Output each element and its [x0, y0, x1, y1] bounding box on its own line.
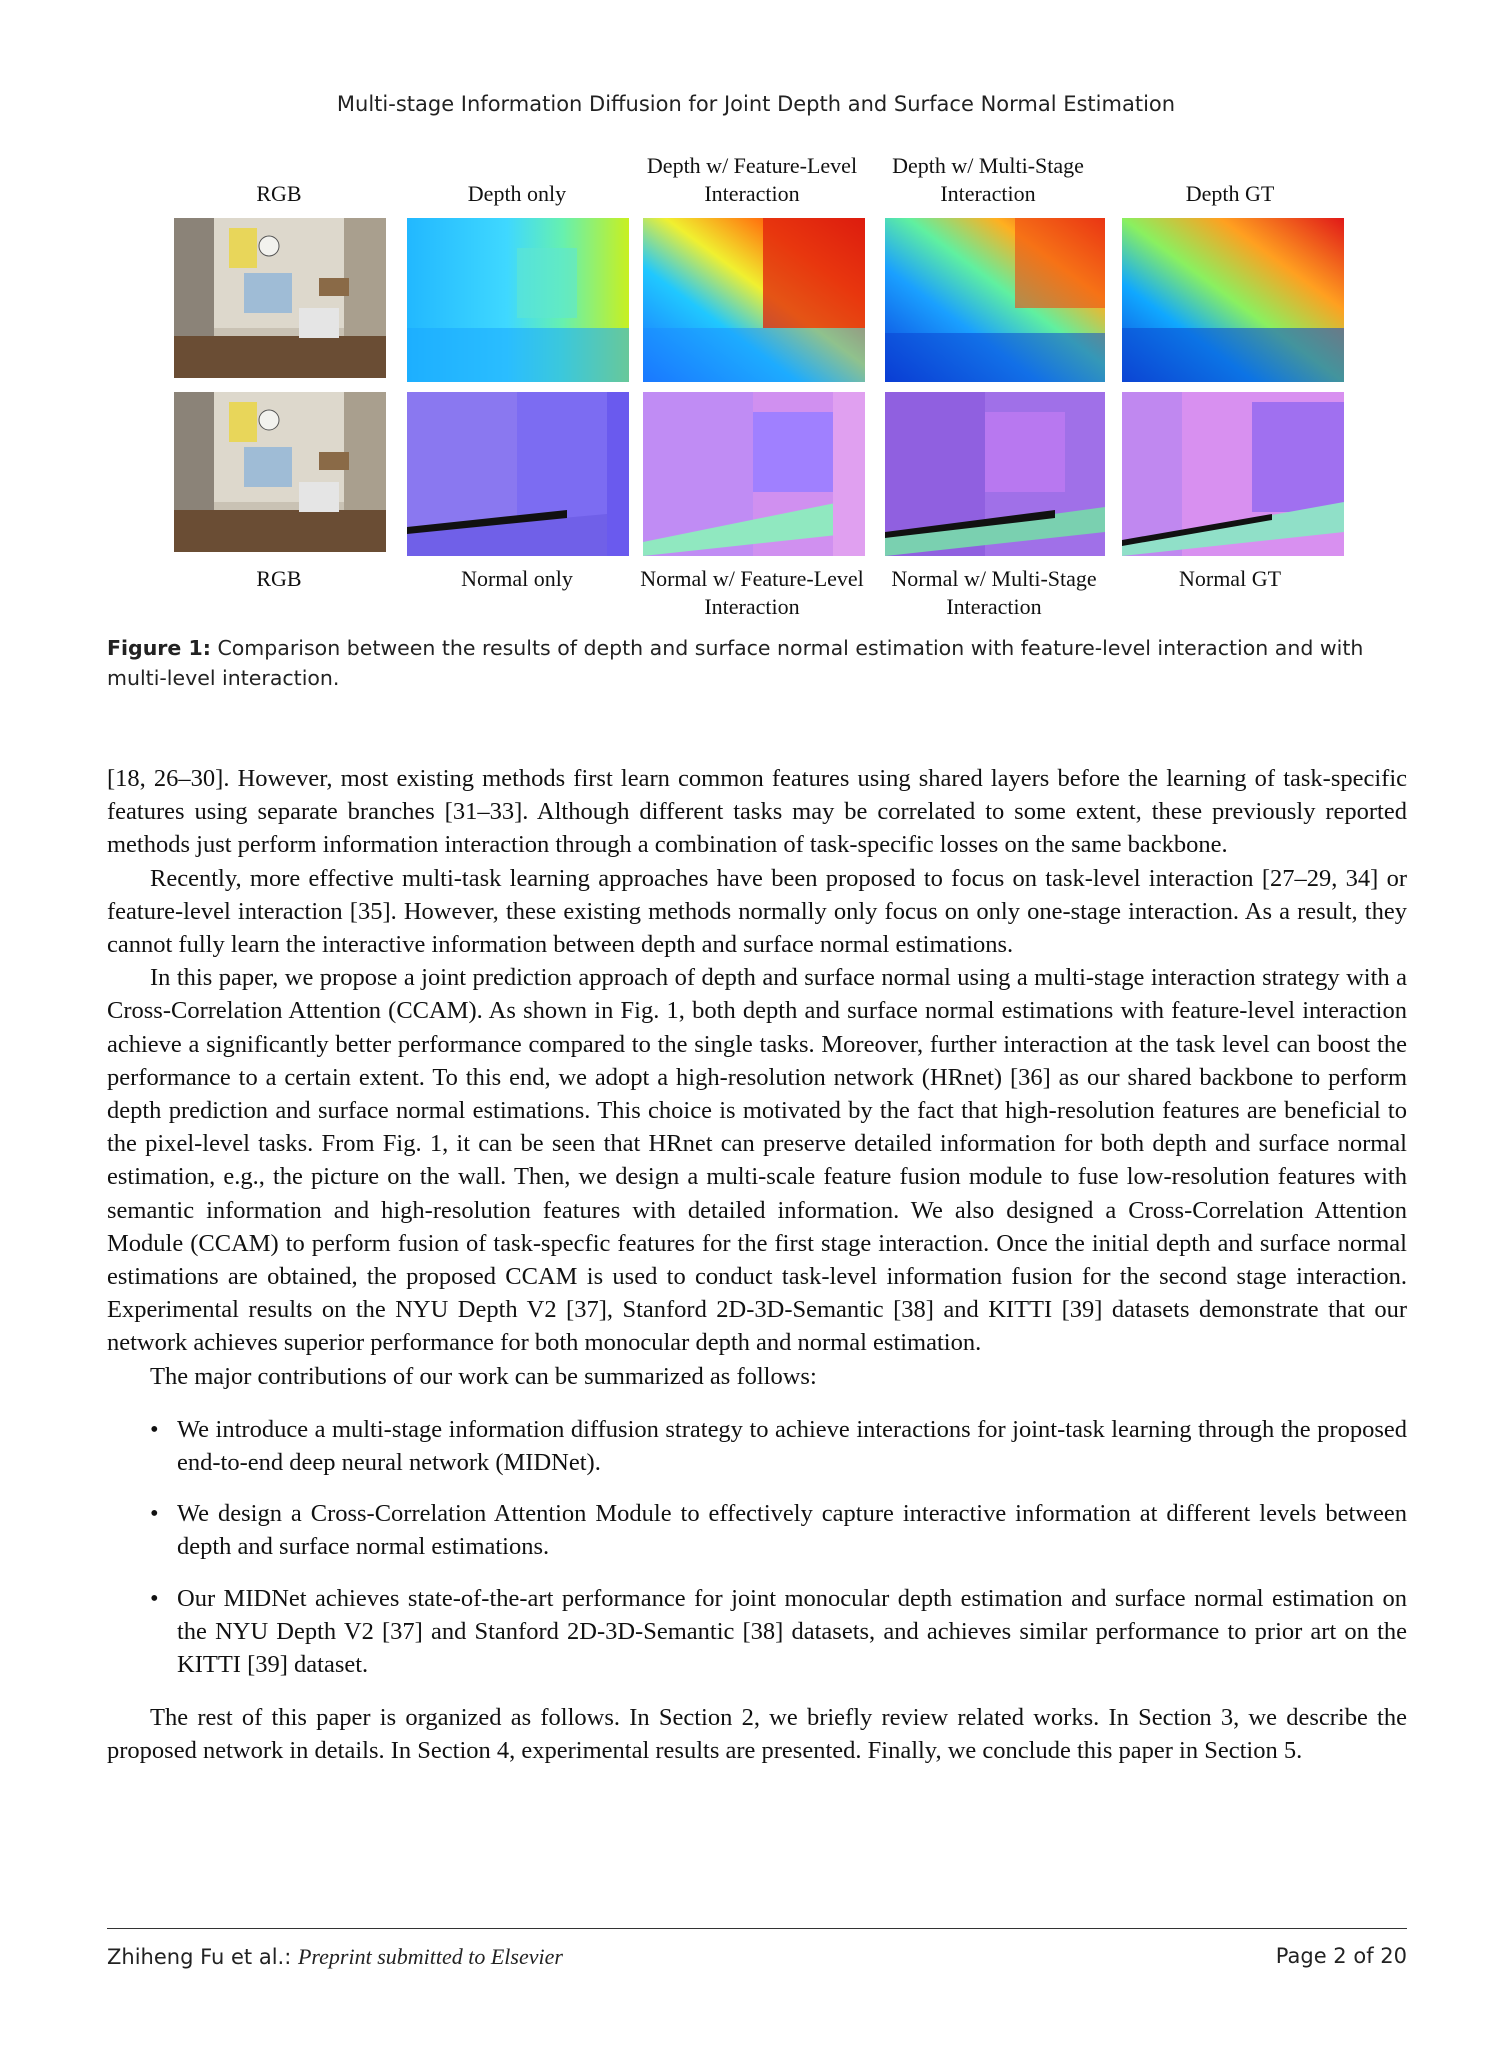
- label-normal-only: Normal only: [461, 566, 573, 591]
- figure-caption-text: Comparison between the results of depth …: [107, 636, 1364, 690]
- bullet-icon: •: [150, 1584, 159, 1612]
- list-item: • We design a Cross-Correlation Attention…: [107, 1497, 1407, 1563]
- depth-feature-level-map: [643, 218, 865, 382]
- paragraph-4: The major contributions of our work can …: [150, 1362, 817, 1390]
- figure-caption: Figure 1: Comparison between the results…: [107, 633, 1407, 693]
- bullet-icon: •: [150, 1415, 159, 1443]
- label-depth-feature-level: Depth w/ Feature-Level Interaction: [646, 153, 858, 206]
- normal-feature-level-map: [643, 392, 865, 556]
- label-depth-gt: Depth GT: [1185, 181, 1275, 206]
- footer-authors: Zhiheng Fu et al.:: [107, 1945, 292, 1969]
- paragraph-1: [18, 26–30]. However, most existing meth…: [107, 765, 1407, 859]
- normal-only-map: [407, 392, 629, 556]
- rgb-image-top: [174, 218, 386, 378]
- figure-caption-label: Figure 1:: [107, 636, 211, 660]
- label-rgb-top: RGB: [256, 181, 302, 206]
- list-item-text: Our MIDNet achieves state-of-the-art per…: [177, 1584, 1407, 1679]
- bullet-icon: •: [150, 1500, 159, 1528]
- running-title: Multi-stage Information Diffusion for Jo…: [336, 92, 1176, 116]
- paragraph-5: The rest of this paper is organized as f…: [107, 1704, 1407, 1765]
- depth-gt-map: [1122, 218, 1344, 382]
- body-text: [18, 26–30]. However, most existing meth…: [107, 762, 1407, 1768]
- label-normal-feature-level: Normal w/ Feature-Level Interaction: [640, 566, 864, 619]
- normal-multi-stage-map: [885, 392, 1105, 556]
- footer-left: Zhiheng Fu et al.: Preprint submitted to…: [107, 1944, 563, 1970]
- footer-rule: [107, 1928, 1407, 1929]
- normal-gt-map: [1122, 392, 1344, 556]
- label-depth-only: Depth only: [467, 181, 567, 206]
- page-number: Page 2 of 20: [1275, 1944, 1407, 1968]
- list-item-text: We introduce a multi-stage information d…: [177, 1415, 1407, 1477]
- depth-multi-stage-map: [885, 218, 1105, 382]
- label-normal-gt: Normal GT: [1178, 566, 1282, 591]
- label-normal-multi-stage: Normal w/ Multi-Stage Interaction: [891, 566, 1097, 619]
- rgb-image-bottom: [174, 392, 386, 552]
- list-item: • Our MIDNet achieves state-of-the-art pe…: [107, 1582, 1407, 1682]
- contributions-list: • We introduce a multi-stage information …: [107, 1413, 1407, 1681]
- paragraph-2: Recently, more effective multi-task lear…: [107, 864, 1407, 959]
- paragraph-3: In this paper, we propose a joint predic…: [107, 964, 1407, 1357]
- list-item: • We introduce a multi-stage information …: [107, 1413, 1407, 1479]
- depth-only-map: [407, 218, 629, 382]
- label-rgb-bottom: RGB: [256, 566, 302, 591]
- label-depth-multi-stage: Depth w/ Multi-Stage Interaction: [892, 153, 1084, 206]
- list-item-text: We design a Cross-Correlation Attention …: [177, 1500, 1407, 1561]
- footer-venue: Preprint submitted to Elsevier: [297, 1944, 563, 1969]
